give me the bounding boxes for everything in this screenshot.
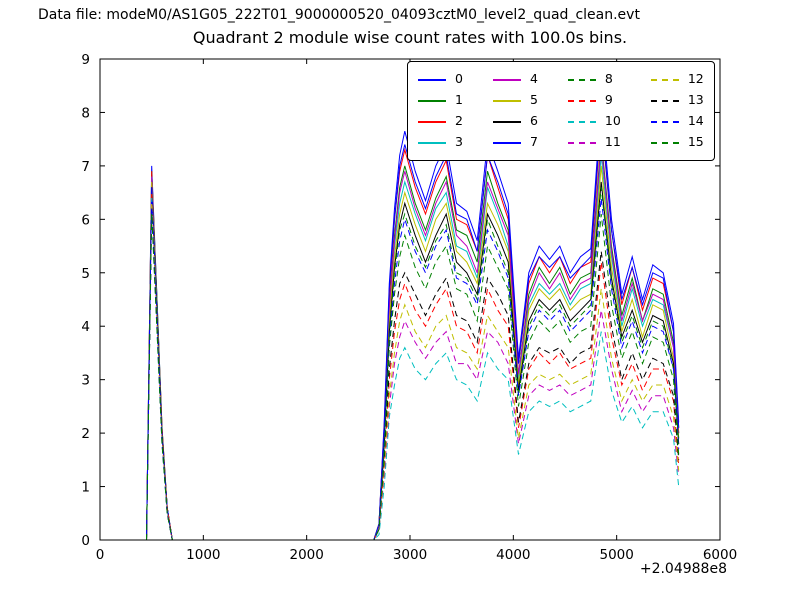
legend-label: 14	[687, 113, 704, 129]
x-tick-label: 4000	[496, 547, 530, 563]
legend-line-sample	[567, 78, 596, 81]
y-tick-label: 1	[81, 480, 90, 496]
legend-label: 12	[687, 71, 704, 87]
y-tick-label: 3	[81, 373, 90, 389]
x-tick-label: 0	[96, 547, 105, 563]
legend-item-6: 6	[492, 113, 538, 129]
legend-line-sample	[492, 99, 521, 102]
chart-title: Quadrant 2 module wise count rates with …	[192, 28, 628, 47]
legend-line-sample	[418, 141, 446, 144]
y-tick-label: 7	[81, 159, 90, 175]
legend-label: 13	[687, 92, 704, 108]
y-tick-label: 9	[81, 52, 90, 68]
legend-label: 15	[687, 134, 704, 150]
x-axis-offset-label: +2.04988e8	[639, 561, 727, 577]
legend-item-9: 9	[567, 92, 621, 108]
legend-label: 6	[529, 113, 538, 129]
legend-item-11: 11	[567, 134, 621, 150]
legend-line-sample	[650, 78, 679, 81]
legend-label: 11	[604, 134, 621, 150]
legend-item-7: 7	[492, 134, 538, 150]
legend-line-sample	[418, 78, 446, 81]
x-tick-label: 1000	[186, 547, 220, 563]
legend-item-4: 4	[492, 71, 538, 87]
y-tick-label: 2	[81, 426, 90, 442]
data-file-label: Data file: modeM0/AS1G05_222T01_90000005…	[38, 7, 640, 23]
legend-item-14: 14	[650, 113, 704, 129]
legend-line-sample	[418, 120, 446, 123]
series-line-12	[146, 203, 680, 540]
legend-line-sample	[567, 99, 596, 102]
series-line-14	[146, 197, 680, 540]
legend-item-12: 12	[650, 71, 704, 87]
legend-line-sample	[650, 141, 679, 144]
legend-item-1: 1	[418, 94, 463, 107]
x-tick-label: 5000	[599, 547, 633, 563]
legend-label: 5	[529, 92, 538, 108]
y-tick-label: 5	[81, 266, 90, 282]
legend-item-0: 0	[418, 73, 463, 86]
legend-item-3: 3	[418, 136, 463, 149]
legend-item-10: 10	[567, 113, 621, 129]
x-tick-label: 6000	[703, 547, 737, 563]
legend-line-sample	[650, 99, 679, 102]
legend-line-sample	[418, 99, 446, 102]
series-line-11	[146, 203, 680, 540]
series-group	[146, 101, 680, 540]
legend-item-13: 13	[650, 92, 704, 108]
legend-label: 2	[455, 113, 463, 129]
series-line-10	[146, 197, 680, 540]
legend-label: 0	[455, 71, 463, 87]
legend-item-2: 2	[418, 115, 463, 128]
legend-item-5: 5	[492, 92, 538, 108]
legend-label: 3	[455, 134, 463, 150]
series-line-7	[146, 112, 680, 540]
legend-line-sample	[492, 78, 521, 81]
legend-label: 1	[455, 92, 463, 108]
legend-line-sample	[492, 120, 521, 123]
series-line-15	[146, 213, 680, 540]
legend-item-15: 15	[650, 134, 704, 150]
y-tick-label: 8	[81, 105, 90, 121]
legend-line-sample	[650, 120, 679, 123]
legend-label: 4	[529, 71, 538, 87]
legend-label: 8	[604, 71, 613, 87]
legend-line-sample	[567, 120, 596, 123]
x-tick-label: 2000	[289, 547, 323, 563]
legend-line-sample	[567, 141, 596, 144]
legend-item-8: 8	[567, 71, 621, 87]
y-tick-label: 6	[81, 212, 90, 228]
legend-label: 10	[604, 113, 621, 129]
legend-line-sample	[492, 141, 521, 144]
legend-label: 7	[529, 134, 538, 150]
y-tick-label: 0	[81, 533, 90, 549]
legend-label: 9	[604, 92, 613, 108]
legend: 0 1 2 3 4 5 6 7 8 9 10 11 12 13 14 15	[407, 61, 715, 161]
y-tick-label: 4	[81, 319, 90, 335]
x-tick-label: 3000	[393, 547, 427, 563]
